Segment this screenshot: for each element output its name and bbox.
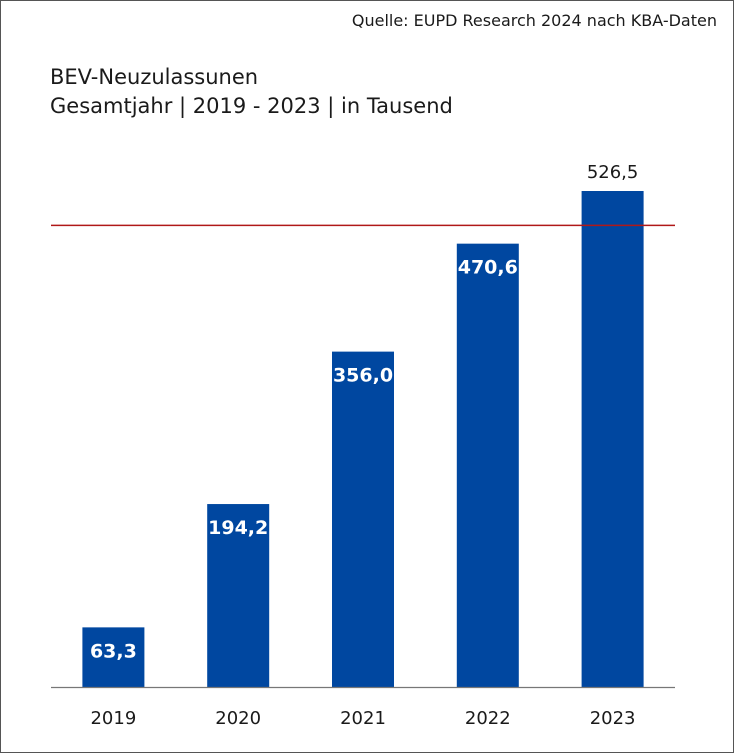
value-label-2020: 194,2	[208, 517, 268, 539]
bar-2021	[332, 351, 394, 687]
source-note: Quelle: EUPD Research 2024 nach KBA-Date…	[351, 11, 717, 30]
x-tick-label-2022: 2022	[465, 708, 511, 729]
value-label-2019: 63,3	[90, 640, 137, 662]
x-tick-label-2019: 2019	[90, 708, 136, 729]
chart-subtitle: Gesamtjahr | 2019 - 2023 | in Tausend	[50, 94, 453, 118]
x-tick-label-2020: 2020	[215, 708, 261, 729]
bar-2022	[456, 243, 519, 687]
x-tick-label-2021: 2021	[340, 708, 386, 729]
value-label-2023: 526,5	[587, 162, 639, 183]
chart-title-block: BEV-Neuzulassunen Gesamtjahr | 2019 - 20…	[50, 63, 453, 121]
value-label-2022: 470,6	[458, 257, 518, 279]
chart-title: BEV-Neuzulassunen	[50, 65, 259, 89]
bar-2023	[581, 191, 644, 687]
x-tick-label-2023: 2023	[590, 708, 636, 729]
value-label-2021: 356,0	[333, 365, 393, 387]
bar-2020	[207, 504, 270, 687]
bar-2019	[82, 627, 145, 687]
